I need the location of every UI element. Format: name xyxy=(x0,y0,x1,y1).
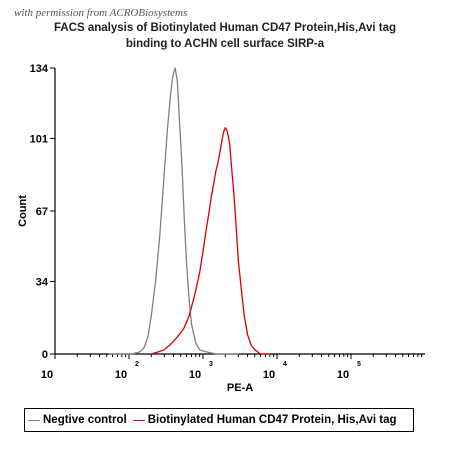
y-tick-label: 101 xyxy=(30,133,48,145)
x-tick-exponent: 2 xyxy=(135,361,139,368)
series-1-point xyxy=(237,259,239,261)
legend-item-negative-control: Negtive control xyxy=(25,414,127,426)
series-0-point xyxy=(215,353,217,355)
series-0-point xyxy=(190,323,193,325)
x-tick-exponent: 3 xyxy=(209,361,213,368)
series-0-point xyxy=(147,336,149,338)
series-1-point xyxy=(202,250,204,253)
permission-watermark: with permission from ACROBiosystems xyxy=(14,7,188,19)
series-1-point xyxy=(243,314,245,317)
legend-swatch-cd47-protein xyxy=(132,419,145,421)
x-tick-label: 10 xyxy=(115,369,127,381)
series-0-point xyxy=(199,349,201,351)
chart-legend: Negtive control Biotinylated Human CD47 … xyxy=(24,408,414,432)
series-1-point xyxy=(168,344,170,347)
series-0-point xyxy=(150,314,152,317)
legend-item-cd47-protein: Biotinylated Human CD47 Protein, His,Avi… xyxy=(127,414,397,426)
series-1-point xyxy=(223,131,225,133)
series-1-point xyxy=(199,272,201,274)
series-1-point xyxy=(163,349,165,351)
x-tick-label: 10 xyxy=(263,369,275,381)
series-1-point xyxy=(250,344,252,347)
series-0-point xyxy=(176,80,178,82)
series-1-point xyxy=(227,135,229,137)
series-1-point xyxy=(230,161,232,163)
series-0-point xyxy=(237,353,239,355)
series-1-point xyxy=(229,144,231,146)
series-1-point xyxy=(195,289,197,291)
series-1-point xyxy=(183,327,185,329)
series-1-point xyxy=(176,336,178,338)
chart-title-line1: FACS analysis of Biotinylated Human CD47… xyxy=(53,22,397,34)
x-tick-label: 10 xyxy=(337,369,349,381)
series-1-point xyxy=(254,349,256,351)
series-1-point xyxy=(240,289,242,291)
y-tick-label: 34 xyxy=(36,276,49,288)
series-0-point xyxy=(121,353,123,355)
series-0-point xyxy=(185,263,188,265)
series-1-point xyxy=(235,225,237,227)
series-0 xyxy=(109,67,239,355)
x-axis-label: PE-A xyxy=(227,382,253,394)
series-0-point xyxy=(109,353,111,355)
legend-swatch-negative-control xyxy=(28,419,40,421)
histogram-chart: 0 34 67 101 134 10 10 2 10 3 10 4 10 5 PE-A Count xyxy=(17,63,425,394)
series-1-point xyxy=(246,334,249,336)
series-1-point xyxy=(172,340,175,342)
series-1-point xyxy=(233,191,235,193)
series-0-point xyxy=(195,342,197,344)
series-0-point xyxy=(174,67,176,69)
series-0-point xyxy=(188,300,190,302)
series-0-point xyxy=(178,118,181,120)
series-1-point xyxy=(226,129,228,131)
series-1 xyxy=(150,127,271,355)
chart-title-line2: binding to ACHN cell surface SIRP-a xyxy=(125,38,325,50)
y-tick-label: 134 xyxy=(30,63,49,75)
x-tick-exponent: 4 xyxy=(283,361,287,368)
y-tick-label: 67 xyxy=(36,206,48,218)
y-axis-label: Count xyxy=(17,195,29,227)
series-1-point xyxy=(208,212,210,214)
series-1-point xyxy=(185,321,188,323)
plot-frame xyxy=(54,68,425,355)
series-0-point xyxy=(163,171,165,174)
series-0-point xyxy=(131,353,133,355)
series-1-point xyxy=(210,195,213,197)
series-1-point xyxy=(219,150,221,152)
series-0-point xyxy=(169,97,171,99)
series-0-point xyxy=(166,129,168,131)
series-1-point xyxy=(221,139,223,142)
x-tick-label: 10 xyxy=(189,369,201,381)
series-0-point xyxy=(139,351,141,353)
series-1-point xyxy=(157,351,160,353)
series-0-point xyxy=(181,165,183,167)
legend-label-cd47-protein: Biotinylated Human CD47 Protein, His,Avi… xyxy=(147,414,397,426)
series-1-point xyxy=(224,127,226,129)
series-1-point xyxy=(193,297,195,300)
series-line-0 xyxy=(109,67,239,355)
series-0-point xyxy=(155,278,157,280)
series-1-point xyxy=(217,161,219,163)
series-1-point xyxy=(190,306,193,308)
y-tick-label: 0 xyxy=(42,349,48,361)
series-1-point xyxy=(269,353,271,355)
x-tick-label: 10 xyxy=(41,369,53,381)
series-0-point xyxy=(172,75,174,78)
series-0-point xyxy=(159,236,161,238)
series-0-point xyxy=(205,351,207,353)
series-1-point xyxy=(205,229,207,231)
series-1-point xyxy=(188,314,190,317)
series-1-point xyxy=(213,182,215,184)
series-line-1 xyxy=(151,127,270,355)
series-1-point xyxy=(259,353,262,355)
series-1-point xyxy=(180,332,182,334)
series-0-point xyxy=(143,346,145,349)
series-1-point xyxy=(150,353,152,355)
x-tick-exponent: 5 xyxy=(357,361,361,368)
series-0-point xyxy=(183,221,185,223)
series-1-point xyxy=(215,169,217,172)
legend-label-negative-control: Negtive control xyxy=(43,414,127,426)
